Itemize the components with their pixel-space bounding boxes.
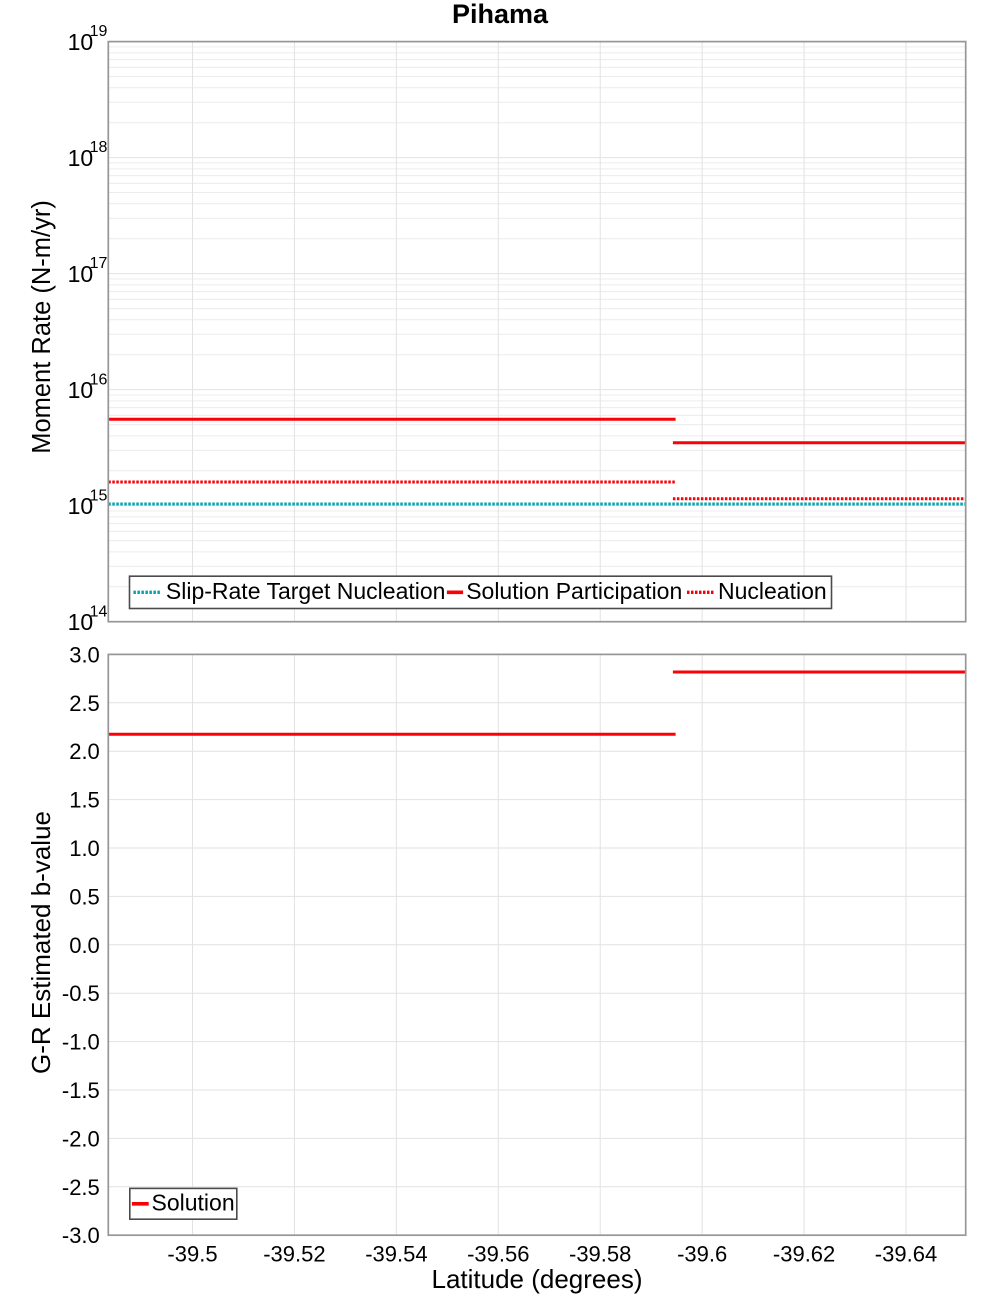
svg-text:0.5: 0.5 bbox=[69, 884, 100, 909]
svg-text:14: 14 bbox=[90, 603, 108, 620]
svg-text:1.5: 1.5 bbox=[69, 788, 100, 813]
svg-text:-3.0: -3.0 bbox=[62, 1223, 100, 1248]
svg-text:2.0: 2.0 bbox=[69, 739, 100, 764]
svg-text:-0.5: -0.5 bbox=[62, 981, 100, 1006]
svg-text:10: 10 bbox=[68, 145, 94, 171]
svg-text:-39.52: -39.52 bbox=[263, 1242, 325, 1267]
svg-text:10: 10 bbox=[68, 377, 94, 403]
svg-text:Solution: Solution bbox=[152, 1190, 235, 1216]
svg-text:0.0: 0.0 bbox=[69, 933, 100, 958]
svg-text:2.5: 2.5 bbox=[69, 691, 100, 716]
svg-text:16: 16 bbox=[90, 371, 108, 388]
svg-text:Latitude (degrees): Latitude (degrees) bbox=[431, 1264, 642, 1294]
svg-text:Solution Participation: Solution Participation bbox=[466, 578, 682, 604]
svg-text:18: 18 bbox=[90, 139, 108, 156]
svg-text:15: 15 bbox=[90, 487, 108, 504]
svg-text:Nucleation: Nucleation bbox=[718, 578, 827, 604]
svg-text:-39.62: -39.62 bbox=[773, 1242, 835, 1267]
svg-text:-1.0: -1.0 bbox=[62, 1030, 100, 1055]
svg-text:17: 17 bbox=[90, 255, 108, 272]
svg-text:Moment Rate (N-m/yr): Moment Rate (N-m/yr) bbox=[28, 200, 56, 454]
svg-text:-2.0: -2.0 bbox=[62, 1126, 100, 1151]
svg-text:G-R Estimated b-value: G-R Estimated b-value bbox=[26, 811, 56, 1074]
svg-text:-39.54: -39.54 bbox=[365, 1242, 427, 1267]
svg-text:10: 10 bbox=[68, 29, 94, 55]
svg-text:1.0: 1.0 bbox=[69, 836, 100, 861]
svg-text:-1.5: -1.5 bbox=[62, 1078, 100, 1103]
svg-text:-2.5: -2.5 bbox=[62, 1175, 100, 1200]
svg-text:10: 10 bbox=[68, 609, 94, 635]
svg-text:-39.6: -39.6 bbox=[677, 1242, 727, 1267]
svg-text:10: 10 bbox=[68, 261, 94, 287]
svg-text:-39.56: -39.56 bbox=[467, 1242, 529, 1267]
svg-text:-39.64: -39.64 bbox=[875, 1242, 937, 1267]
svg-text:3.0: 3.0 bbox=[69, 642, 100, 667]
svg-text:19: 19 bbox=[90, 23, 108, 40]
svg-text:Pihama: Pihama bbox=[452, 0, 549, 29]
svg-text:-39.58: -39.58 bbox=[569, 1242, 631, 1267]
svg-text:10: 10 bbox=[68, 493, 94, 519]
svg-text:-39.5: -39.5 bbox=[167, 1242, 217, 1267]
svg-text:Slip-Rate Target Nucleation: Slip-Rate Target Nucleation bbox=[166, 578, 446, 604]
